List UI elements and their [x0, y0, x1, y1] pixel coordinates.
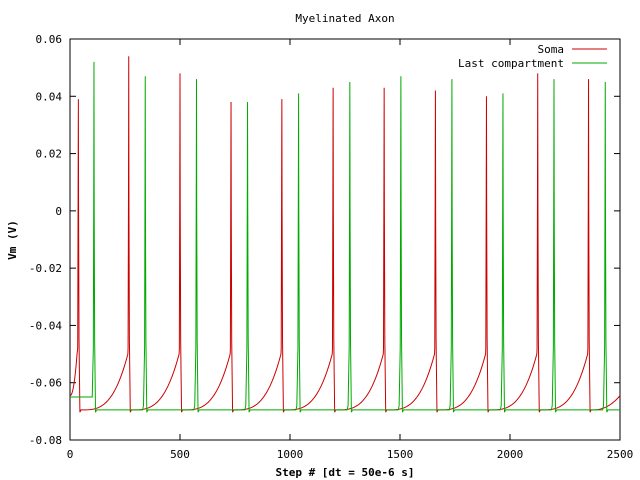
plot-area	[69, 38, 621, 441]
x-axis-ticks	[69, 39, 621, 440]
y-tick-label: -0.02	[29, 262, 62, 275]
plot-frame	[69, 38, 621, 441]
x-tick-label: 1000	[277, 448, 304, 461]
y-axis-tick-labels: -0.08 -0.06 -0.04 -0.02 0 0.02 0.04 0.06	[29, 33, 62, 447]
y-tick-label: 0.04	[36, 90, 63, 103]
y-tick-label: 0.06	[36, 33, 63, 46]
y-tick-label: -0.08	[29, 434, 62, 447]
y-tick-label: 0.02	[36, 148, 63, 161]
x-tick-label: 2500	[607, 448, 634, 461]
chart-title: Myelinated Axon	[295, 12, 394, 25]
series-layer	[69, 56, 621, 413]
legend-label: Last compartment	[458, 57, 564, 70]
x-tick-label: 1500	[387, 448, 414, 461]
series-line-last-compartment	[70, 61, 620, 413]
x-tick-label: 500	[170, 448, 190, 461]
x-tick-label: 0	[67, 448, 74, 461]
x-tick-label: 2000	[497, 448, 524, 461]
y-tick-label: -0.06	[29, 377, 62, 390]
y-axis-ticks	[70, 38, 620, 441]
legend-label: Soma	[538, 43, 565, 56]
y-tick-label: 0	[55, 205, 62, 218]
x-axis-tick-labels: 0 500 1000 1500 2000 2500	[67, 448, 634, 461]
x-axis-title: Step # [dt = 50e-6 s]	[275, 466, 414, 479]
y-tick-label: -0.04	[29, 319, 62, 332]
y-axis-title: Vm (V)	[6, 220, 19, 260]
